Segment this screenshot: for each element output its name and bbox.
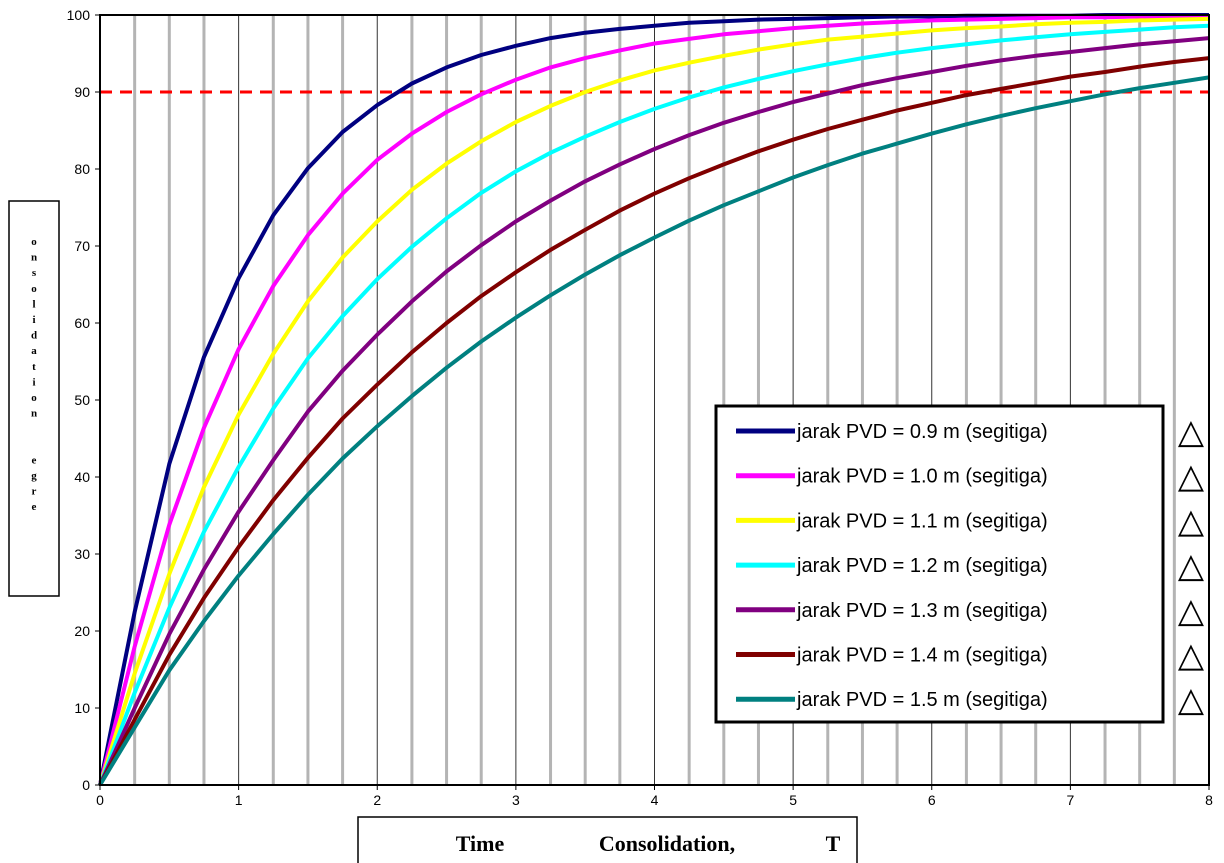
- x-tick-label: 2: [373, 792, 381, 808]
- x-label-word: T: [826, 831, 841, 856]
- y-tick-label: 0: [82, 777, 90, 793]
- y-label-letter: o: [31, 236, 37, 248]
- x-tick-label: 5: [789, 792, 797, 808]
- y-label-letter: i: [32, 376, 35, 388]
- y-label-letter: e: [32, 501, 37, 513]
- series-line-2: [98, 14, 1209, 786]
- series-line-7: [98, 75, 1210, 787]
- legend-entry-7: jarak PVD = 1.5 m (segitiga): [796, 689, 1048, 711]
- legend-entry-2: jarak PVD = 1.0 m (segitiga): [796, 466, 1048, 488]
- x-tick-label: 4: [651, 792, 659, 808]
- series-line-5: [98, 36, 1210, 786]
- y-tick-label: 80: [74, 161, 90, 177]
- legend-triangle-icon: △: [1178, 591, 1205, 631]
- legend-entry-1: jarak PVD = 0.9 m (segitiga): [796, 421, 1048, 443]
- x-tick-label: 3: [512, 792, 520, 808]
- x-label-word: Time: [456, 831, 505, 856]
- x-axis-label: Time Consolidation, T: [357, 816, 858, 863]
- y-label-letter: n: [31, 408, 37, 420]
- x-tick-label: 8: [1205, 792, 1213, 808]
- x-tick-label: 7: [1066, 792, 1074, 808]
- series-line-3: [98, 16, 1210, 786]
- series-line-6: [98, 56, 1210, 786]
- y-label-letter: r: [32, 486, 37, 498]
- y-label-letter: l: [32, 298, 35, 310]
- y-label-letter: d: [31, 330, 37, 342]
- legend-triangle-icon: △: [1178, 636, 1205, 676]
- y-tick-label: 40: [74, 469, 90, 485]
- legend-triangle-icon: △: [1178, 501, 1205, 541]
- series-line-4: [98, 23, 1210, 786]
- y-label-letter: a: [31, 345, 37, 357]
- y-tick-label: 30: [74, 546, 90, 562]
- y-tick-label: 10: [74, 700, 90, 716]
- y-tick-label: 50: [74, 392, 90, 408]
- x-tick-label: 6: [928, 792, 936, 808]
- x-label-word: Consolidation,: [599, 831, 735, 856]
- y-label-letter: o: [31, 283, 37, 295]
- y-axis-ticks: 0 10 20 30 40 50 60 70 80 90 100: [67, 7, 100, 793]
- y-tick-label: 70: [74, 238, 90, 254]
- x-axis-ticks: 0 1 2 3 4 5 6 7 8: [96, 785, 1213, 808]
- y-label-letter: n: [31, 252, 37, 264]
- x-tick-label: 0: [96, 792, 104, 808]
- y-label-letter: o: [31, 392, 37, 404]
- legend-triangle-icon: △: [1178, 680, 1205, 720]
- legend-entry-6: jarak PVD = 1.4 m (segitiga): [796, 645, 1048, 667]
- legend-entry-3: jarak PVD = 1.1 m (segitiga): [796, 510, 1048, 532]
- legend-triangle-icon: △: [1178, 546, 1205, 586]
- legend: jarak PVD = 0.9 m (segitiga) △ jarak PVD =…: [714, 404, 1205, 724]
- y-label-box: [8, 200, 60, 597]
- y-label-letter: g: [31, 470, 37, 482]
- x-tick-label: 1: [235, 792, 243, 808]
- legend-entry-4: jarak PVD = 1.2 m (segitiga): [796, 555, 1048, 577]
- y-tick-label: 60: [74, 315, 90, 331]
- y-label-letter: t: [32, 361, 36, 373]
- legend-triangle-icon: △: [1178, 412, 1205, 452]
- y-tick-label: 90: [74, 84, 90, 100]
- y-tick-label: 20: [74, 623, 90, 639]
- y-label-letter: e: [32, 454, 37, 466]
- legend-entry-5: jarak PVD = 1.3 m (segitiga): [796, 600, 1048, 622]
- y-label-letter: i: [32, 314, 35, 326]
- legend-triangle-icon: △: [1178, 457, 1205, 497]
- y-label-letter: s: [32, 267, 37, 279]
- x-label-box: [357, 816, 858, 863]
- y-tick-label: 100: [67, 7, 91, 23]
